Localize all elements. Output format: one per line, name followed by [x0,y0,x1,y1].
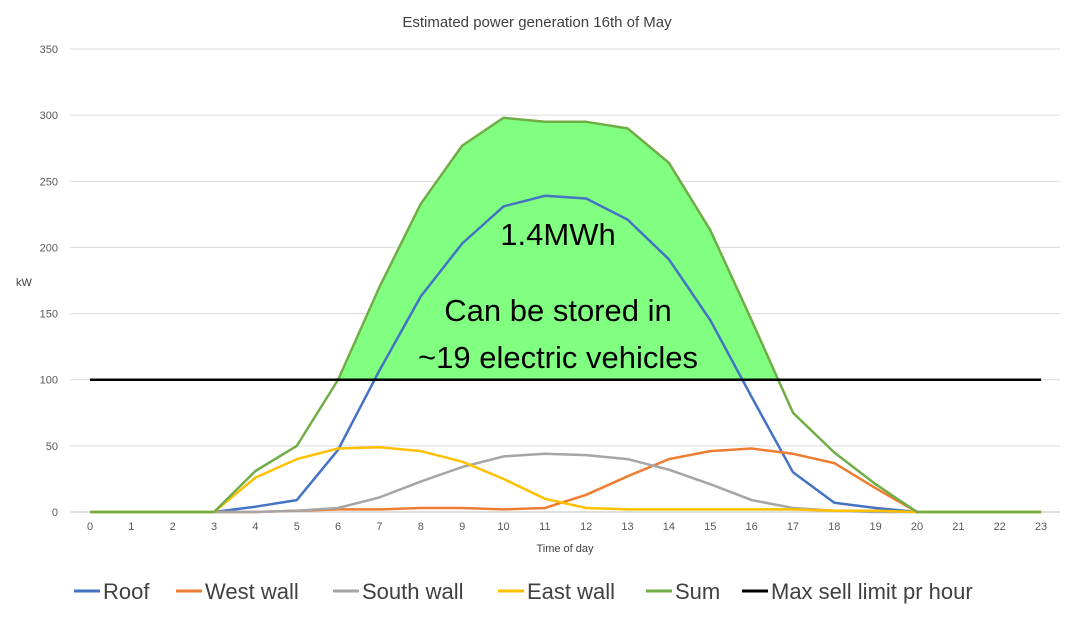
x-tick-4: 4 [252,521,258,533]
x-tick-labels: 0 1 2 3 4 5 6 7 8 9 10 11 12 13 14 15 16 17 18 19 20 21 22 23 [87,521,1047,533]
x-tick-12: 12 [580,521,592,533]
y-tick-150: 150 [40,309,58,321]
series-line-sum [90,116,1042,514]
y-tick-0: 0 [52,507,58,519]
x-tick-16: 16 [745,521,757,533]
x-tick-22: 22 [994,521,1006,533]
y-tick-100: 100 [40,375,58,387]
x-tick-21: 21 [952,521,964,533]
x-tick-9: 9 [459,521,465,533]
x-tick-20: 20 [911,521,923,533]
legend: Roof West wall South wall East wall Sum Max s… [74,579,973,604]
x-axis-label: Time of day [536,543,594,555]
energy-annotation: 1.4MWh [500,217,615,252]
legend-label-roof: Roof [103,579,150,604]
x-tick-10: 10 [497,521,509,533]
legend-label-west-wall: West wall [205,579,299,604]
y-axis-label: kW [16,277,33,289]
storage-annotation-line1: Can be stored in [444,293,671,328]
legend-label-south-wall: South wall [362,579,464,604]
x-tick-17: 17 [787,521,799,533]
series-line-roof [90,194,1042,514]
legend-label-east-wall: East wall [527,579,615,604]
storage-annotation-line2: ~19 electric vehicles [418,340,698,375]
y-tick-labels: 0 50 100 150 200 250 300 350 [40,44,58,519]
excess-energy-area [338,117,779,380]
x-tick-14: 14 [663,521,675,533]
legend-label-sum: Sum [675,579,720,604]
x-tick-18: 18 [828,521,840,533]
x-tick-23: 23 [1035,521,1047,533]
x-tick-13: 13 [621,521,633,533]
x-tick-0: 0 [87,521,93,533]
excess-area-polygon [338,117,779,380]
y-tick-300: 300 [40,110,58,122]
y-tick-350: 350 [40,44,58,56]
legend-label-max-sell-limit-pr-hour: Max sell limit pr hour [771,579,973,604]
x-tick-6: 6 [335,521,341,533]
x-tick-3: 3 [211,521,217,533]
y-tick-50: 50 [46,441,58,453]
x-tick-15: 15 [704,521,716,533]
x-tick-7: 7 [376,521,382,533]
y-tick-200: 200 [40,242,58,254]
series-line-east-wall [90,445,1042,514]
x-tick-2: 2 [170,521,176,533]
x-tick-8: 8 [418,521,424,533]
y-tick-250: 250 [40,176,58,188]
x-tick-19: 19 [870,521,882,533]
series-lines [90,116,1042,514]
chart-title: Estimated power generation 16th of May [402,14,672,31]
x-tick-5: 5 [294,521,300,533]
x-tick-11: 11 [539,521,550,533]
x-tick-1: 1 [128,521,134,533]
